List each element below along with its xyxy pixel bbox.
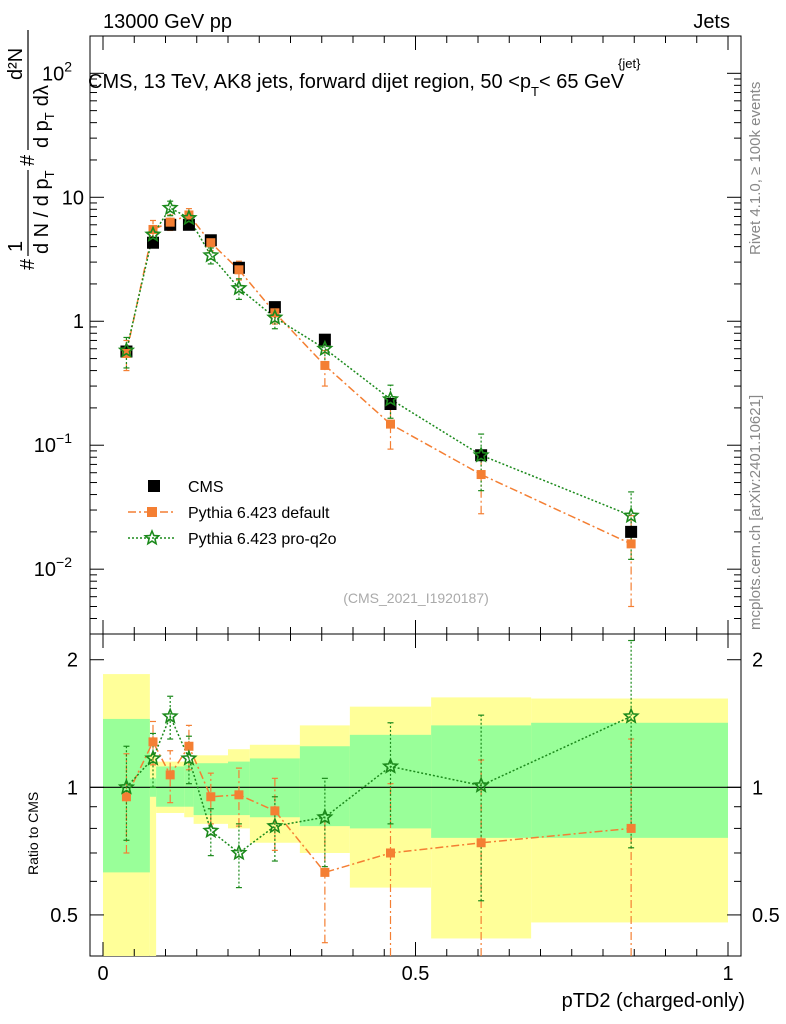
y-tick-label: 10 [62,187,84,209]
ylabel-num-den: d pTdλ [31,85,57,148]
proq2o-point [316,339,334,357]
proq2o-point [144,225,162,242]
default-point [320,360,330,370]
legend-cms-label: CMS [188,479,224,496]
category-label: Jets [693,11,730,33]
band-outer [149,753,157,956]
default-ratio-point [165,770,175,780]
proq2o-point [472,446,490,463]
proq2o-ratio-point [161,707,179,724]
default-point [270,308,280,318]
ylabel-one: 1 [5,241,27,252]
rivet-label: Rivet 4.1.0, ≥ 100k events [747,82,764,255]
proq2o-ratio-point [622,707,640,724]
proq2o-ratio-point [381,757,400,774]
proq2o-point [266,308,284,325]
proq2o-point [202,246,220,263]
ratio-bands [103,674,728,956]
proq2o-ratio-point [144,749,162,766]
proq2o-ratio-point [180,749,198,766]
default-point [184,210,194,220]
proq2o-ratio-point [266,816,284,834]
proq2o-ratio-line [125,714,632,854]
default-point [206,238,216,248]
legend-cms-marker [148,480,160,492]
proq2o-ratio-point [230,843,248,861]
proq2o-point [622,506,640,524]
proq2o-point [161,198,179,216]
default-ratio-point [121,792,131,802]
proq2o-point [117,341,136,358]
band-inner [184,764,194,807]
mcplots-label: mcplots.cern.ch [arXiv:2401.10621] [747,395,764,630]
ratio-tick-label: 2 [752,650,763,672]
default-ratio-point [386,848,395,858]
legend-default-marker [147,507,157,517]
legend: CMS Pythia 6.423 default Pythia 6.423 pr… [128,479,337,548]
proq2o-point [381,390,400,407]
y-tick-label: 102 [42,58,72,85]
cms-point [625,525,638,538]
band-inner [531,722,728,838]
ratio-tick-label: 0.5 [752,905,780,927]
ratio-tick-label: 1 [67,777,78,799]
default-point [234,265,244,275]
cms-point [318,333,331,346]
default-point [386,419,395,429]
default-ratio-point [206,792,216,802]
axes: 10−2 10−1 1 10 102 0 0.5 1 0.5 0.5 1 1 2 2 [34,35,780,985]
default-ratio-point [270,806,280,816]
ylabel-hash: # [17,258,39,270]
ratio-series [117,639,640,956]
y-tick-label: 1 [73,311,84,333]
x-axis-label: pTD2 (charged-only) [562,990,745,1012]
y-axis-label: # 1 d N / d pT # d²N d pTdλ [5,30,57,270]
default-ratio-point [626,823,636,833]
legend-star-shape [143,528,161,546]
x-tick-label: 1 [722,963,733,985]
x-tick-label: 0.5 [402,963,430,985]
main-series [117,198,640,608]
default-point [476,470,486,480]
ylabel-num-top: d²N [5,48,27,80]
default-ratio-point [234,790,244,800]
proq2o-point [180,208,198,226]
default-ratio-point [476,838,486,848]
proq2o-point [230,278,248,296]
ratio-tick-label: 1 [752,777,763,799]
title-sup: {jet} [618,56,641,71]
y-tick-label: 10−1 [34,430,72,457]
legend-default-label: Pythia 6.423 default [188,505,330,522]
ratio-tick-label: 2 [67,650,78,672]
energy-label: 13000 GeV pp [103,11,232,33]
default-point [165,217,175,227]
proq2o-line [125,207,632,517]
y-tick-label: 10−2 [34,554,72,581]
proq2o-ratio-point [316,808,334,825]
analysis-watermark: (CMS_2021_I1920187) [343,590,489,606]
ylabel-den: d N / d pT [31,170,57,254]
legend-proq2o-marker [143,528,161,546]
x-tick-label: 0 [97,963,108,985]
proq2o-ratio-point [472,776,490,793]
ratio-axis-label: Ratio to CMS [25,792,41,875]
default-ratio-point [148,737,158,747]
default-ratio-point [320,867,330,877]
default-point [626,539,636,549]
chart-title: CMS, 13 TeV, AK8 jets, forward dijet reg… [88,71,625,99]
title-sub: T [531,84,539,99]
ylabel-num-hash: # [17,154,39,166]
legend-proq2o-label: Pythia 6.423 pro-q2o [188,531,337,548]
ratio-tick-label: 0.5 [50,905,78,927]
proq2o-ratio-point [117,778,136,795]
title-tail: < 65 GeV [539,71,625,93]
proq2o-ratio-point [202,821,220,839]
title-main: CMS, 13 TeV, AK8 jets, forward dijet reg… [88,71,531,93]
default-ratio-point [184,741,194,751]
